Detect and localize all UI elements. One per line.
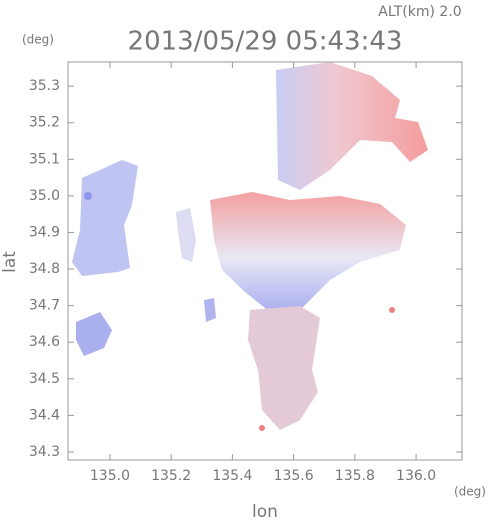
echo-region <box>76 312 112 356</box>
echo-region <box>84 192 92 200</box>
y-tick-label: 34.5 <box>29 371 60 387</box>
x-tick-label: 135.0 <box>90 468 130 484</box>
echo-region <box>204 298 216 322</box>
x-tick-label: 135.2 <box>151 468 191 484</box>
y-tick-label: 34.6 <box>29 334 60 350</box>
chart-title: 2013/05/29 05:43:43 <box>128 27 403 57</box>
echo-region <box>248 306 320 430</box>
x-tick-label: 135.4 <box>212 468 252 484</box>
radar-echoes <box>72 62 428 431</box>
echo-region <box>210 192 406 312</box>
echo-region <box>276 62 428 190</box>
x-unit: (deg) <box>454 485 486 499</box>
x-axis-label: lon <box>252 502 278 521</box>
y-unit: (deg) <box>22 33 54 47</box>
y-tick-label: 35.2 <box>29 115 60 131</box>
y-tick-label: 34.8 <box>29 261 60 277</box>
plot-frame <box>67 61 463 461</box>
altitude-label: ALT(km) 2.0 <box>378 4 461 20</box>
echo-region <box>72 160 138 276</box>
y-tick-label: 35.0 <box>29 188 60 204</box>
y-tick-label: 34.9 <box>29 224 60 240</box>
echo-region <box>389 307 395 313</box>
echo-region <box>176 208 196 262</box>
x-tick-label: 136.0 <box>396 468 436 484</box>
y-tick-label: 34.3 <box>29 444 60 460</box>
y-tick-label: 34.7 <box>29 298 60 314</box>
echo-region <box>259 425 265 431</box>
x-tick-label: 135.8 <box>335 468 375 484</box>
x-tick-label: 135.6 <box>274 468 314 484</box>
y-tick-label: 34.4 <box>29 407 60 423</box>
y-axis-label: lat <box>0 251 20 273</box>
y-tick-label: 35.1 <box>29 151 60 167</box>
y-tick-label: 35.3 <box>29 78 60 94</box>
